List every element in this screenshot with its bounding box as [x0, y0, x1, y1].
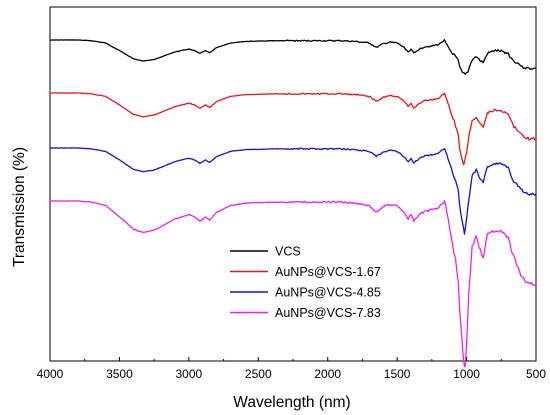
y-axis-title: Transmission (%)	[11, 147, 28, 267]
series-line-3	[49, 147, 537, 235]
x-axis-title: Wavelength (nm)	[233, 394, 350, 411]
series-line-4	[49, 200, 537, 368]
legend: VCS AuNPs@VCS-1.67 AuNPs@VCS-4.85 AuNPs@VCS…	[230, 245, 381, 320]
series-line-1	[49, 38, 537, 75]
legend-label-1: VCS	[275, 245, 301, 259]
legend-label-4: AuNPs@VCS-7.83	[275, 306, 381, 320]
legend-label-3: AuNPs@VCS-4.85	[275, 286, 381, 300]
x-axis-ticks: 4000 3500 3000 2500 2000 1500 1000 500	[37, 357, 546, 381]
x-tick-label: 2500	[245, 367, 272, 381]
x-tick-label: 3000	[176, 367, 203, 381]
x-tick-label: 4000	[37, 367, 64, 381]
x-tick-label: 1000	[453, 367, 480, 381]
x-tick-label: 1500	[384, 367, 411, 381]
legend-label-2: AuNPs@VCS-1.67	[275, 265, 381, 279]
x-tick-label: 2000	[314, 367, 341, 381]
series-line-2	[49, 92, 537, 166]
x-tick-label: 500	[526, 367, 546, 381]
x-tick-label: 3500	[106, 367, 133, 381]
series-layer	[49, 38, 537, 368]
